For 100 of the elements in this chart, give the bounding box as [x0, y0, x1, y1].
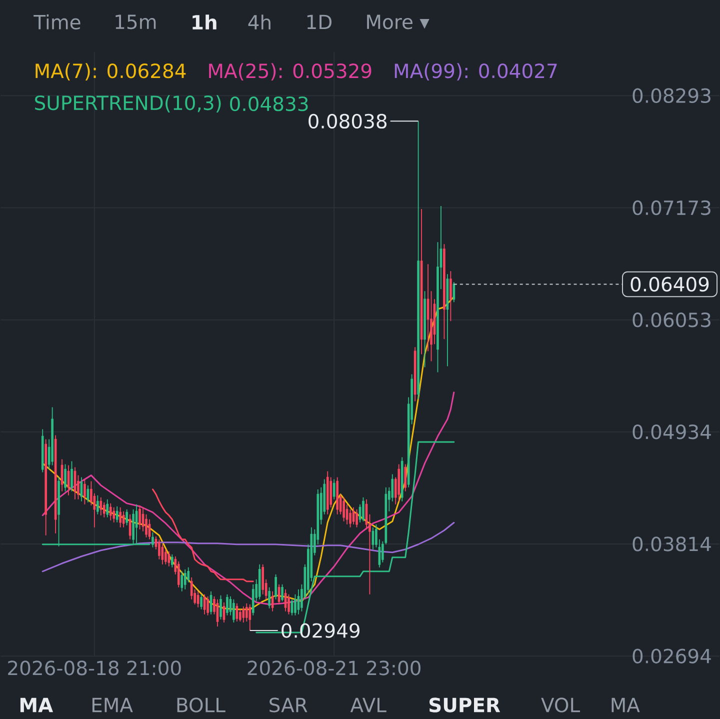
- candlestick: [170, 554, 174, 568]
- candlestick: [184, 568, 186, 590]
- y-tick-label: 0.02694: [632, 648, 711, 664]
- candlestick: [242, 606, 245, 623]
- candlestick: [356, 508, 358, 528]
- candlestick: [252, 584, 254, 616]
- candlestick: [226, 594, 228, 616]
- text: BOLL: [177, 698, 226, 712]
- candlestick: [362, 496, 364, 522]
- candlestick: [258, 564, 261, 600]
- candlestick: [132, 508, 134, 545]
- candlestick: [326, 470, 329, 515]
- candlestick: [220, 594, 222, 620]
- candlestick: [268, 586, 270, 609]
- candlestick: [372, 526, 374, 550]
- candlestick: [126, 508, 128, 526]
- candlestick: [400, 456, 404, 502]
- candlestick: [177, 560, 180, 588]
- candlestick: [398, 464, 400, 502]
- candlestick: [424, 290, 426, 368]
- candlestick: [70, 460, 73, 492]
- text: VOL: [541, 698, 580, 712]
- candlestick: [84, 478, 86, 505]
- candlestick: [288, 594, 290, 615]
- x-tick-label: 2026-08-21 23:00: [248, 660, 420, 676]
- candlestick: [404, 464, 407, 492]
- text: Time: [34, 14, 80, 30]
- candlestick: [294, 594, 296, 616]
- candlestick: [100, 496, 102, 516]
- candlestick: [60, 458, 64, 492]
- candlestick: [206, 596, 209, 616]
- candlestick: [168, 550, 170, 567]
- y-tick-label: 0.03814: [632, 536, 711, 552]
- candlestick: [443, 244, 446, 340]
- text: 1D: [307, 14, 332, 30]
- candlestick: [352, 506, 355, 525]
- text: AVL: [350, 698, 386, 712]
- candlestick: [342, 496, 345, 522]
- y-tick-label: 0.06053: [632, 312, 710, 328]
- annotation: 0.04833: [230, 96, 308, 112]
- text: More ▾: [367, 14, 430, 30]
- text: EMA: [92, 698, 133, 712]
- candlestick: [203, 594, 206, 615]
- candlestick: [161, 544, 164, 565]
- candlestick: [164, 548, 167, 565]
- candlestick: [109, 502, 112, 521]
- text: MA: [612, 698, 640, 712]
- candlestick: [297, 588, 300, 615]
- candlestick: [236, 602, 238, 622]
- candlestick: [349, 508, 352, 528]
- candlestick: [64, 464, 66, 492]
- line-series: [152, 488, 254, 582]
- candlestick: [152, 532, 154, 548]
- candlestick: [116, 506, 118, 523]
- candlestick: [196, 590, 200, 608]
- candlestick: [222, 602, 226, 623]
- candlestick: [44, 438, 48, 536]
- candlestick: [148, 518, 151, 540]
- candlestick: [248, 604, 252, 631]
- candlestick: [290, 598, 294, 616]
- candlestick: [106, 498, 109, 518]
- annotation: 0.02949: [282, 623, 360, 638]
- text: MA(25): 0.05329: [209, 63, 372, 81]
- candlestick: [112, 506, 116, 523]
- candlestick: [96, 494, 99, 515]
- candlestick: [271, 590, 274, 612]
- annotation: 0.08038: [308, 114, 386, 129]
- x-tick-label: 2026-08-18 21:00: [8, 660, 181, 676]
- candlestick: [102, 502, 106, 518]
- candlestick: [135, 504, 138, 545]
- text: 4h: [248, 14, 270, 30]
- text: 1h: [192, 14, 216, 30]
- candlestick: [80, 476, 83, 502]
- text: 15m: [116, 14, 156, 30]
- candlestick: [119, 506, 122, 528]
- candlestick: [86, 484, 90, 503]
- candlestick: [200, 594, 202, 610]
- text: SUPERTREND(10,3): [35, 95, 221, 112]
- candlestick: [336, 476, 338, 515]
- ref-line-label: 0.06409: [630, 276, 709, 292]
- candlestick: [450, 270, 452, 322]
- text: SAR: [270, 698, 308, 712]
- candlestick: [216, 598, 219, 627]
- line-series: [42, 296, 455, 610]
- candlestick: [332, 478, 336, 500]
- candlestick: [232, 598, 235, 623]
- y-tick-label: 0.04934: [632, 424, 711, 440]
- text: SUPER: [430, 698, 500, 712]
- candlestick: [122, 510, 125, 528]
- candlestick: [128, 514, 132, 540]
- candlestick: [74, 466, 76, 500]
- line-series: [42, 392, 455, 606]
- candlestick: [274, 574, 277, 600]
- candlestick: [41, 428, 44, 473]
- candlestick: [420, 208, 423, 355]
- candlestick: [67, 464, 70, 496]
- candlestick: [51, 406, 54, 466]
- candlestick: [58, 476, 60, 547]
- text: MA: [20, 698, 54, 712]
- text: MA(7): 0.06284: [36, 63, 186, 81]
